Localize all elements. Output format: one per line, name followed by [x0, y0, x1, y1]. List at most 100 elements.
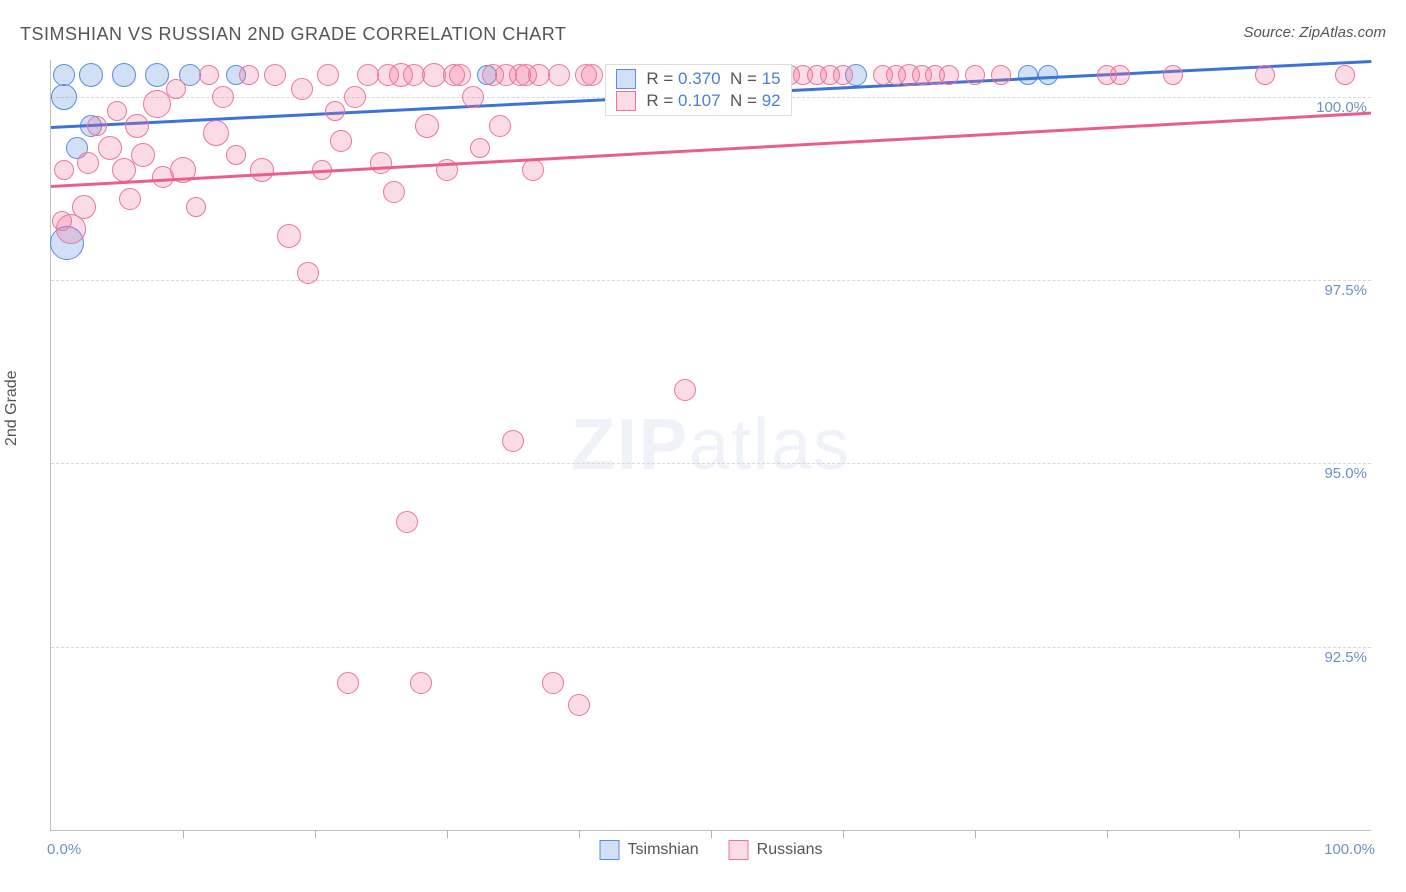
legend-swatch — [600, 840, 620, 860]
scatter-point — [357, 64, 379, 86]
x-tick — [315, 830, 316, 838]
scatter-point — [489, 115, 511, 137]
x-tick — [183, 830, 184, 838]
scatter-point — [548, 64, 570, 86]
y-tick-label: 92.5% — [1324, 649, 1367, 666]
scatter-point — [807, 65, 827, 85]
scatter-point — [77, 152, 99, 174]
scatter-point — [377, 64, 399, 86]
scatter-point — [1335, 65, 1355, 85]
x-label-right: 100.0% — [1324, 841, 1375, 858]
scatter-point — [50, 226, 84, 260]
scatter-point — [66, 137, 88, 159]
scatter-point — [495, 64, 517, 86]
scatter-point — [396, 511, 418, 533]
scatter-point — [410, 672, 432, 694]
scatter-point — [522, 159, 544, 181]
series-legend: Tsimshian Russians — [600, 840, 823, 860]
scatter-point — [470, 138, 490, 158]
x-tick — [447, 830, 448, 838]
scatter-point — [793, 65, 813, 85]
stats-legend: R = 0.370 N = 15R = 0.107 N = 92 — [605, 64, 791, 116]
stats-legend-row: R = 0.107 N = 92 — [616, 91, 780, 111]
legend-swatch — [729, 840, 749, 860]
scatter-point — [119, 188, 141, 210]
scatter-point — [53, 64, 75, 86]
scatter-point — [542, 672, 564, 694]
series-legend-item: Russians — [729, 840, 823, 860]
scatter-point — [179, 64, 201, 86]
scatter-point — [415, 114, 439, 138]
scatter-point — [79, 63, 103, 87]
scatter-point — [1163, 65, 1183, 85]
scatter-point — [143, 90, 171, 118]
x-label-left: 0.0% — [47, 841, 81, 858]
scatter-point — [52, 211, 72, 231]
scatter-point — [125, 114, 149, 138]
scatter-point — [1018, 65, 1038, 85]
scatter-point — [112, 158, 136, 182]
scatter-point — [833, 65, 853, 85]
scatter-point — [226, 65, 246, 85]
x-tick — [711, 830, 712, 838]
legend-label: Tsimshian — [628, 841, 699, 859]
x-tick — [975, 830, 976, 838]
trend-line — [51, 111, 1371, 187]
series-legend-item: Tsimshian — [600, 840, 699, 860]
legend-swatch — [616, 91, 636, 111]
gridline — [51, 463, 1371, 464]
scatter-point — [98, 136, 122, 160]
scatter-point — [337, 672, 359, 694]
gridline — [51, 647, 1371, 648]
watermark-zip: ZIP — [571, 405, 689, 485]
scatter-point — [575, 64, 597, 86]
scatter-point — [383, 181, 405, 203]
y-axis-title: 2nd Grade — [3, 370, 21, 446]
chart-title: TSIMSHIAN VS RUSSIAN 2ND GRADE CORRELATI… — [20, 24, 566, 45]
scatter-point — [145, 63, 169, 87]
scatter-point — [56, 214, 86, 244]
scatter-point — [502, 430, 524, 452]
scatter-point — [509, 64, 531, 86]
scatter-point — [199, 65, 219, 85]
scatter-point — [131, 143, 155, 167]
scatter-point — [107, 101, 127, 121]
scatter-point — [443, 64, 465, 86]
stats-legend-row: R = 0.370 N = 15 — [616, 69, 780, 89]
scatter-point — [239, 65, 259, 85]
scatter-point — [72, 195, 96, 219]
scatter-point — [482, 64, 504, 86]
scatter-point — [370, 152, 392, 174]
legend-swatch — [616, 69, 636, 89]
scatter-point — [186, 197, 206, 217]
legend-label: Russians — [757, 841, 823, 859]
scatter-point — [277, 224, 301, 248]
scatter-point — [886, 65, 906, 85]
scatter-point — [112, 63, 136, 87]
scatter-point — [403, 64, 425, 86]
scatter-point — [528, 64, 550, 86]
scatter-point — [54, 160, 74, 180]
x-tick — [579, 830, 580, 838]
plot-area: ZIPatlas 92.5%95.0%97.5%100.0%0.0%100.0%… — [50, 60, 1371, 831]
gridline — [51, 280, 1371, 281]
scatter-point — [203, 120, 229, 146]
x-tick — [1107, 830, 1108, 838]
scatter-point — [330, 130, 352, 152]
scatter-point — [264, 64, 286, 86]
y-tick-label: 95.0% — [1324, 465, 1367, 482]
watermark: ZIPatlas — [571, 404, 851, 486]
watermark-atlas: atlas — [689, 405, 851, 485]
chart-container: TSIMSHIAN VS RUSSIAN 2ND GRADE CORRELATI… — [0, 0, 1406, 892]
scatter-point — [568, 694, 590, 716]
scatter-point — [422, 63, 446, 87]
scatter-point — [845, 64, 867, 86]
scatter-point — [674, 379, 696, 401]
x-tick — [843, 830, 844, 838]
legend-stats-text: R = 0.370 N = 15 — [646, 69, 780, 89]
scatter-point — [515, 64, 537, 86]
scatter-point — [581, 64, 603, 86]
legend-stats-text: R = 0.107 N = 92 — [646, 91, 780, 111]
scatter-point — [820, 65, 840, 85]
scatter-point — [250, 158, 274, 182]
